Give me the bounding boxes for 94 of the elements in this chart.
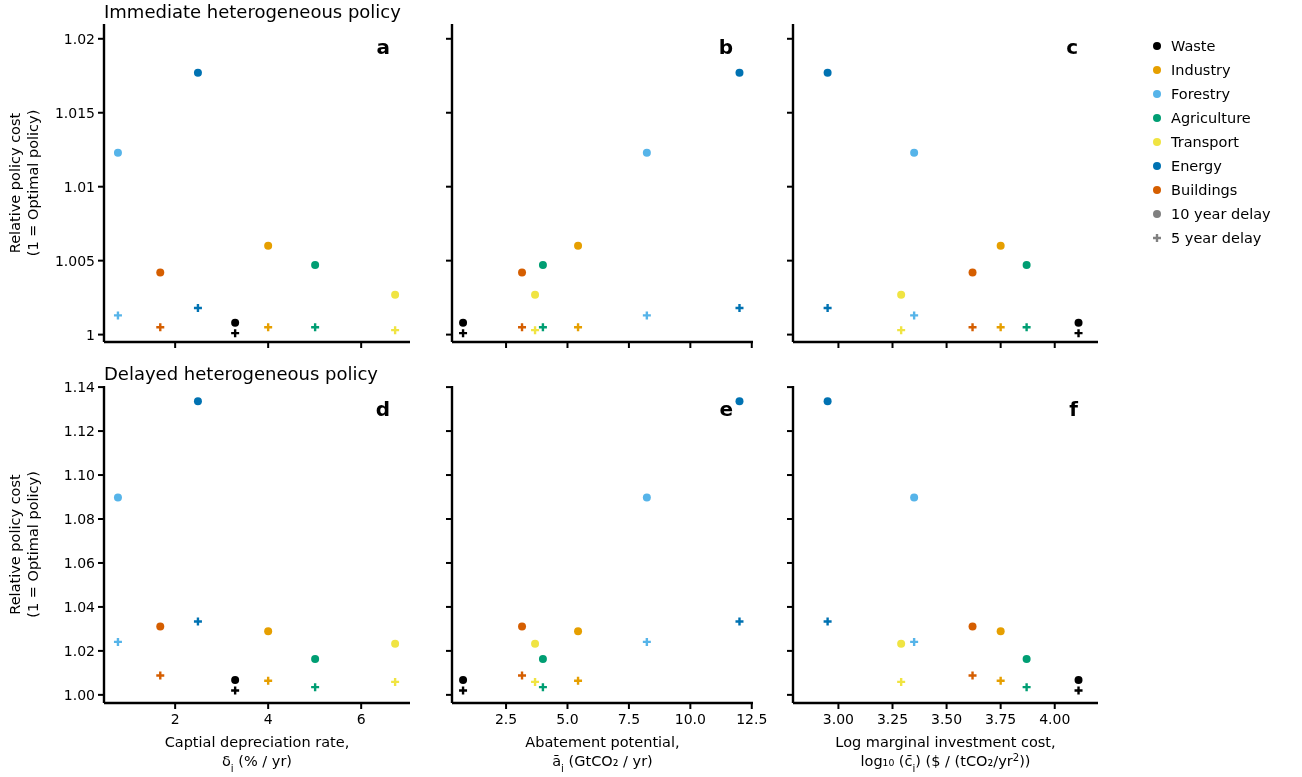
chart-title: Immediate heterogeneous policy	[104, 1, 402, 22]
y-tick-label: 1	[86, 326, 95, 343]
point	[231, 318, 240, 327]
legend-label: Buildings	[1171, 182, 1238, 198]
y-tick-label: 1.04	[63, 598, 96, 615]
legend-label: Industry	[1171, 62, 1232, 78]
annotation: f	[1069, 397, 1079, 421]
x-tick-label: 4	[263, 711, 273, 727]
point	[518, 622, 527, 631]
legend-label: Waste	[1171, 38, 1216, 54]
point	[967, 670, 978, 681]
point	[113, 493, 122, 502]
x-tick-label: 3.75	[985, 711, 1017, 727]
point	[574, 627, 583, 636]
point	[311, 261, 320, 270]
legend-label: Agriculture	[1171, 110, 1251, 126]
legend-label: Forestry	[1171, 86, 1231, 102]
annotation: c	[1066, 35, 1078, 59]
point	[996, 627, 1005, 636]
point	[642, 148, 651, 157]
point	[193, 68, 202, 77]
point	[1022, 655, 1031, 664]
point	[531, 290, 540, 299]
x-tick-label: 6	[356, 711, 366, 727]
point	[156, 268, 165, 277]
point	[231, 675, 240, 684]
point	[734, 616, 745, 627]
legend-label: Transport	[1170, 134, 1240, 150]
point	[968, 622, 977, 631]
point	[264, 241, 273, 250]
y-tick-label: 1.10	[63, 467, 95, 484]
x-tick-label: 2	[170, 711, 180, 727]
point	[391, 290, 400, 299]
point	[391, 639, 400, 648]
y-tick-label: 1.14	[63, 379, 96, 396]
y-tick-label: 1.01	[63, 178, 95, 195]
x-tick-label: 12.5	[736, 711, 768, 727]
point	[193, 397, 202, 406]
legend-label: 5 year delay	[1171, 230, 1262, 246]
point	[642, 493, 651, 502]
annotation: d	[375, 397, 390, 421]
y-tick-label: 1.06	[63, 554, 96, 571]
point	[459, 318, 468, 327]
point	[735, 68, 744, 77]
point	[1074, 318, 1083, 327]
y-axis-title: Relative policy cost (1 = Optimal policy)	[7, 109, 41, 257]
x-tick-label: 3.25	[876, 711, 909, 727]
x-tick-label: 4.00	[1039, 711, 1071, 727]
annotation: b	[718, 35, 733, 59]
point	[996, 241, 1005, 250]
point	[531, 639, 540, 648]
point	[1074, 675, 1083, 684]
point	[897, 639, 906, 648]
chart-title: Delayed heterogeneous policy	[104, 363, 379, 384]
point	[910, 493, 919, 502]
point	[1073, 685, 1084, 696]
point	[822, 616, 833, 627]
point	[823, 397, 832, 406]
point	[459, 675, 468, 684]
y-tick-label: 1.08	[63, 511, 95, 527]
point	[897, 290, 906, 299]
point	[574, 241, 583, 250]
x-tick-label: 7.5	[617, 711, 641, 727]
x-axis-title: Abatement potential, ā$_{i}$ (GtCO₂ / yr)	[525, 734, 680, 774]
x-axis-title: Log marginal investment cost, log₁₀ (c̄$_{i}$) ($ / (tCO₂/yr$^{2}$))	[835, 734, 1056, 774]
point	[311, 655, 320, 664]
legend-label: 10 year delay	[1171, 206, 1272, 222]
point	[1022, 261, 1031, 270]
point	[264, 627, 273, 636]
annotation: a	[376, 35, 390, 59]
x-tick-label: 5.0	[556, 711, 579, 727]
point	[518, 268, 527, 277]
y-tick-label: 1.02	[63, 642, 95, 659]
point	[538, 655, 547, 664]
annotation: e	[719, 397, 733, 421]
y-tick-label: 1.015	[54, 104, 95, 121]
y-axis-title: Relative policy cost (1 = Optimal policy)	[7, 471, 41, 618]
point	[156, 622, 165, 631]
point	[113, 148, 122, 157]
point	[823, 68, 832, 77]
x-tick-label: 10.0	[674, 711, 706, 727]
x-tick-label: 2.5	[494, 711, 518, 727]
point	[538, 261, 547, 270]
y-tick-label: 1.12	[63, 423, 95, 440]
point	[910, 148, 919, 157]
point	[968, 268, 977, 277]
x-axis-title: Captial depreciation rate, δ$_{i}$ (% / yr)	[164, 734, 350, 774]
y-tick-label: 1.005	[54, 252, 95, 269]
x-tick-label: 3.50	[931, 711, 963, 727]
x-tick-label: 3.00	[822, 711, 855, 727]
y-tick-label: 1.00	[63, 686, 95, 703]
point	[735, 397, 744, 406]
legend-label: Energy	[1171, 158, 1223, 174]
y-tick-label: 1.02	[63, 30, 95, 47]
